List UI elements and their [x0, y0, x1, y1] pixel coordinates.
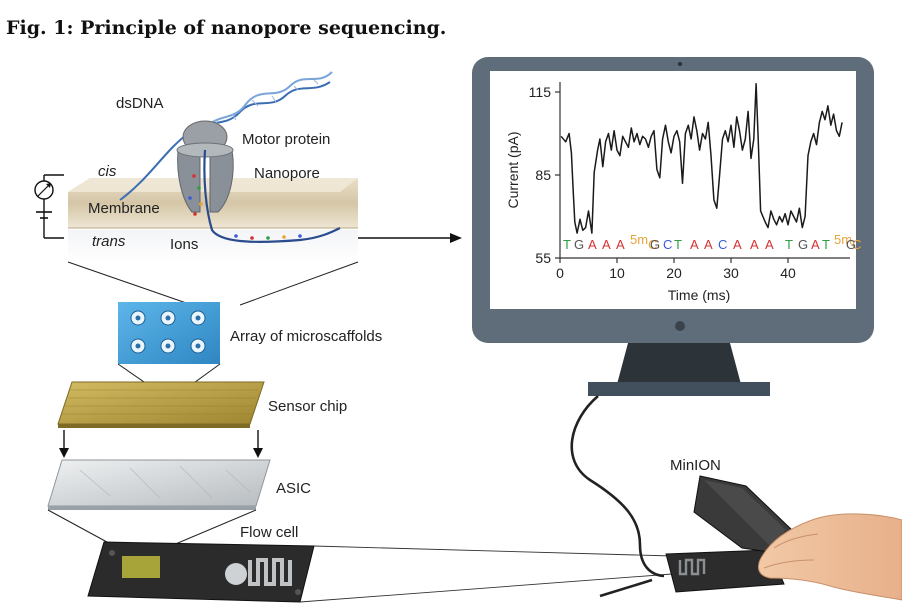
flow-cell-port [225, 563, 247, 585]
base-letter: G [650, 237, 660, 252]
projection-lines-flowcell [299, 545, 673, 603]
monitor-camera [678, 62, 682, 66]
label-minion: MinION [670, 457, 721, 474]
x-tick-label: 10 [609, 265, 625, 281]
base-letter: A [733, 237, 742, 252]
base-letter: T [674, 237, 682, 252]
base-letter: A [602, 237, 611, 252]
trans-region [68, 230, 358, 262]
base-letter: A [616, 237, 625, 252]
label-flow-cell: Flow cell [240, 524, 298, 541]
monitor-neck [616, 343, 742, 388]
x-axis-label: Time (ms) [668, 287, 730, 303]
base-letter: C [663, 237, 672, 252]
figure-title: Fig. 1: Principle of nanopore sequencing… [6, 17, 447, 39]
projection-lines-membrane [67, 261, 359, 306]
flow-cell-channel [248, 558, 292, 586]
monitor [472, 57, 874, 396]
x-tick-label: 40 [780, 265, 796, 281]
arrows-to-asic [59, 430, 263, 458]
label-sensor-chip: Sensor chip [268, 398, 347, 415]
motor-protein-nanopore [176, 120, 234, 213]
x-tick-label: 20 [666, 265, 682, 281]
base-letter: A [765, 237, 774, 252]
base-letter: A [704, 237, 713, 252]
y-tick-label: 115 [529, 84, 552, 100]
projection-lines-asic [47, 509, 257, 549]
ammeter-circuit [34, 174, 64, 239]
base-letter: A [811, 237, 820, 252]
base-letter: T [822, 237, 830, 252]
label-dsdna: dsDNA [116, 95, 164, 112]
usb-cable [570, 395, 665, 578]
series-current-trace [560, 82, 843, 234]
dsdna-helix [119, 71, 333, 201]
base-letter: T [563, 237, 571, 252]
base-letter: A [690, 237, 699, 252]
x-tick-label: 0 [556, 265, 564, 281]
label-ions: Ions [170, 236, 198, 253]
x-ticks: 0 10 20 30 40 [556, 258, 796, 281]
y-tick-label: 85 [535, 167, 551, 183]
y-tick-label: 55 [535, 250, 551, 266]
label-cis: cis [98, 163, 117, 180]
label-motor-protein: Motor protein [242, 131, 330, 148]
microscaffold-array: Array of microscaffolds [118, 302, 382, 364]
label-array: Array of microscaffolds [230, 328, 382, 345]
y-ticks: 55 85 115 [529, 84, 560, 266]
base-letter: G [574, 237, 584, 252]
base-letter: A [588, 237, 597, 252]
hand [757, 513, 902, 601]
flow-cell: Flow cell [87, 524, 315, 603]
ions [188, 174, 302, 240]
base-letter: G [798, 237, 808, 252]
membrane-scene: dsDNA Motor protein cis Nanopore Membran… [34, 71, 358, 262]
monitor-power-button [675, 321, 685, 331]
x-tick-label: 30 [723, 265, 739, 281]
label-nanopore: Nanopore [254, 165, 320, 182]
base-letter: A [750, 237, 759, 252]
arrow-to-monitor [352, 233, 462, 243]
monitor-screen [490, 71, 856, 309]
sensor-chip: Sensor chip [57, 381, 347, 428]
asic-chip: ASIC [47, 459, 311, 510]
base-letter: G [846, 237, 856, 252]
label-asic: ASIC [276, 480, 311, 497]
label-trans: trans [92, 233, 126, 250]
base-letter: C [718, 237, 727, 252]
ssdna-strand [203, 149, 341, 243]
y-axis-label: Current (pA) [505, 131, 521, 208]
flow-cell-sensor-window [122, 556, 160, 578]
label-membrane: Membrane [88, 200, 160, 217]
monitor-stand [588, 382, 770, 396]
base-letter: T [785, 237, 793, 252]
